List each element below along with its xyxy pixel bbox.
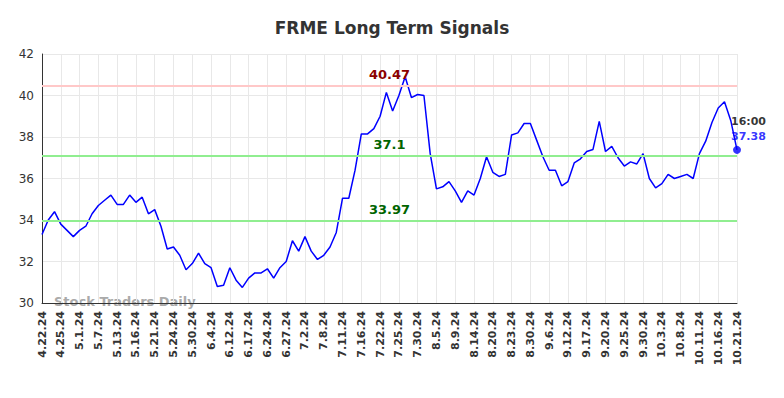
svg-text:37.1: 37.1 [373, 137, 405, 152]
svg-text:40.47: 40.47 [369, 67, 410, 82]
svg-text:8.5.24: 8.5.24 [430, 311, 443, 350]
svg-text:5.24.24: 5.24.24 [167, 311, 180, 358]
svg-text:7.8.24: 7.8.24 [317, 311, 330, 350]
svg-text:5.13.24: 5.13.24 [111, 311, 124, 358]
svg-text:8.14.24: 8.14.24 [468, 311, 481, 358]
svg-text:8.30.24: 8.30.24 [524, 311, 537, 358]
svg-text:4.25.24: 4.25.24 [54, 311, 67, 358]
svg-text:38: 38 [19, 130, 34, 144]
svg-text:9.12.24: 9.12.24 [561, 311, 574, 358]
svg-text:7.22.24: 7.22.24 [374, 311, 387, 358]
svg-text:34: 34 [19, 213, 34, 227]
svg-text:40: 40 [19, 89, 34, 103]
svg-text:30: 30 [19, 296, 34, 310]
svg-text:32: 32 [19, 255, 34, 269]
svg-text:6.4.24: 6.4.24 [205, 311, 218, 350]
svg-text:8.9.24: 8.9.24 [449, 311, 462, 350]
svg-text:5.16.24: 5.16.24 [129, 311, 142, 358]
svg-text:10.8.24: 10.8.24 [674, 311, 687, 358]
svg-text:6.17.24: 6.17.24 [242, 311, 255, 358]
svg-text:9.25.24: 9.25.24 [618, 311, 631, 358]
svg-text:33.97: 33.97 [369, 202, 410, 217]
svg-text:9.30.24: 9.30.24 [637, 311, 650, 358]
svg-text:7.11.24: 7.11.24 [336, 311, 349, 358]
svg-text:5.21.24: 5.21.24 [148, 311, 161, 358]
svg-text:10.3.24: 10.3.24 [655, 311, 668, 358]
svg-text:42: 42 [19, 47, 34, 61]
svg-text:FRME Long Term Signals: FRME Long Term Signals [275, 18, 510, 38]
svg-text:4.22.24: 4.22.24 [36, 311, 49, 358]
svg-text:10.16.24: 10.16.24 [712, 311, 725, 366]
svg-text:Stock Traders Daily: Stock Traders Daily [54, 294, 196, 309]
svg-text:10.21.24: 10.21.24 [731, 311, 744, 366]
svg-text:9.6.24: 9.6.24 [543, 311, 556, 350]
svg-text:9.20.24: 9.20.24 [599, 311, 612, 358]
svg-text:7.30.24: 7.30.24 [411, 311, 424, 358]
svg-text:16:00: 16:00 [731, 115, 766, 128]
svg-text:36: 36 [19, 172, 34, 186]
svg-text:7.16.24: 7.16.24 [355, 311, 368, 358]
svg-text:37.38: 37.38 [731, 130, 766, 143]
svg-text:9.17.24: 9.17.24 [580, 311, 593, 358]
svg-text:5.30.24: 5.30.24 [186, 311, 199, 358]
svg-text:6.27.24: 6.27.24 [280, 311, 293, 358]
svg-text:5.7.24: 5.7.24 [92, 311, 105, 350]
svg-text:8.20.24: 8.20.24 [486, 311, 499, 358]
svg-text:5.1.24: 5.1.24 [73, 311, 86, 350]
svg-text:10.11.24: 10.11.24 [693, 311, 706, 366]
svg-text:6.12.24: 6.12.24 [223, 311, 236, 358]
svg-text:8.23.24: 8.23.24 [505, 311, 518, 358]
svg-text:6.24.24: 6.24.24 [261, 311, 274, 358]
svg-text:7.2.24: 7.2.24 [298, 311, 311, 350]
svg-text:7.25.24: 7.25.24 [392, 311, 405, 358]
